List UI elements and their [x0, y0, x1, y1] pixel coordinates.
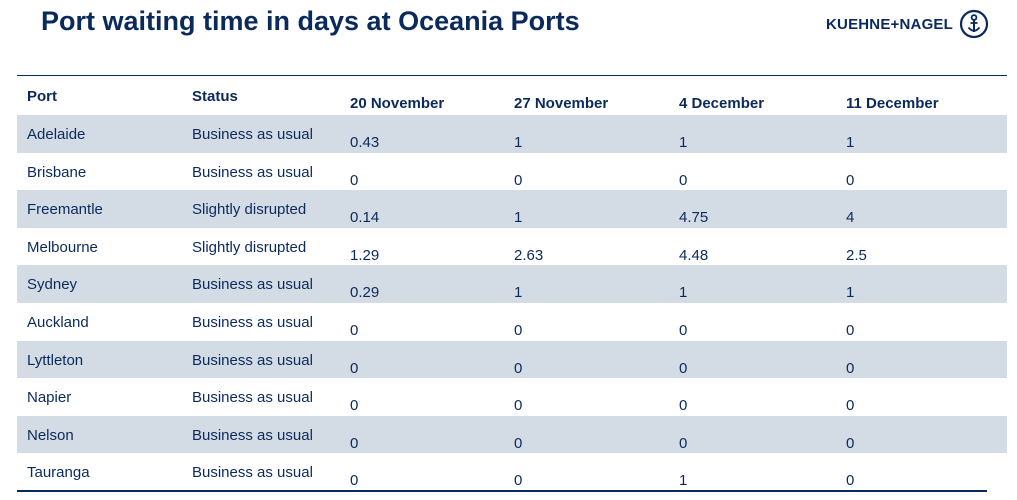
- waiting-days-value: 0: [514, 397, 523, 415]
- waiting-days-value: 0: [679, 359, 688, 377]
- port-status: Business as usual: [192, 163, 313, 181]
- waiting-days-value: 0: [846, 359, 855, 377]
- port-name: Napier: [27, 389, 72, 407]
- page-title: Port waiting time in days at Oceania Por…: [41, 6, 580, 36]
- table-row: Sydney Business as usual 0.29 1 1 1: [17, 265, 1007, 303]
- table-row: Lyttleton Business as usual 0 0 0 0: [17, 340, 1007, 379]
- waiting-days-value: 0: [679, 321, 688, 339]
- column-header-port: Port: [27, 88, 57, 105]
- waiting-days-value: 0: [679, 397, 688, 415]
- port-name: Auckland: [27, 313, 89, 331]
- table-bottom-rule: [17, 490, 987, 492]
- port-status: Slightly disrupted: [192, 238, 307, 256]
- waiting-days-value: 1: [514, 134, 523, 151]
- port-name: Nelson: [27, 426, 74, 444]
- waiting-days-value: 1: [679, 472, 688, 490]
- table-row: Auckland Business as usual 0 0 0 0: [17, 303, 1007, 341]
- waiting-days-value: 0: [514, 321, 523, 339]
- waiting-days-value: 0: [350, 171, 359, 189]
- port-name: Adelaide: [27, 126, 86, 143]
- waiting-days-value: 1: [846, 284, 855, 302]
- waiting-days-value: 0: [679, 434, 688, 452]
- waiting-days-value: 0: [350, 472, 359, 490]
- waiting-days-value: 0: [846, 321, 855, 339]
- port-name: Brisbane: [27, 163, 87, 181]
- waiting-days-value: 1: [514, 284, 523, 302]
- waiting-days-value: 0: [350, 397, 359, 415]
- port-status: Business as usual: [192, 389, 313, 407]
- table-row: Adelaide Business as usual 0.43 1 1 1: [17, 115, 1007, 153]
- port-status: Business as usual: [192, 276, 313, 294]
- port-status: Business as usual: [192, 426, 313, 444]
- waiting-days-value: 0: [514, 171, 523, 189]
- table-row: Melbourne Slightly disrupted 1.29 2.63 4…: [17, 228, 1007, 266]
- table-top-rule: [17, 75, 1007, 76]
- table-row: Tauranga Business as usual 0 0 1 0: [17, 453, 1007, 491]
- waiting-days-value: 0.29: [350, 284, 380, 302]
- table-body: Adelaide Business as usual 0.43 1 1 1 Br…: [17, 115, 1007, 491]
- port-name: Freemantle: [27, 201, 103, 219]
- waiting-days-value: 1: [846, 134, 855, 151]
- waiting-days-value: 4.75: [679, 209, 709, 227]
- waiting-days-value: 1: [679, 134, 688, 151]
- waiting-days-value: 1.29: [350, 246, 380, 264]
- waiting-days-value: 0: [514, 434, 523, 452]
- waiting-days-value: 4.48: [679, 246, 709, 264]
- waiting-days-value: 0: [679, 171, 688, 189]
- column-header-11-december: 11 December: [846, 95, 939, 112]
- waiting-days-value: 0.43: [350, 134, 380, 151]
- waiting-days-value: 0: [514, 359, 523, 377]
- column-header-20-november: 20 November: [350, 95, 445, 112]
- waiting-days-value: 4: [846, 209, 855, 227]
- port-name: Lyttleton: [27, 351, 84, 369]
- table-row: Nelson Business as usual 0 0 0 0: [17, 415, 1007, 454]
- waiting-days-value: 0: [514, 472, 523, 490]
- waiting-days-value: 0: [350, 434, 359, 452]
- column-header-27-november: 27 November: [514, 95, 609, 112]
- waiting-days-value: 1: [514, 209, 523, 227]
- port-name: Melbourne: [27, 238, 98, 256]
- port-name: Sydney: [27, 276, 78, 294]
- port-status: Business as usual: [192, 351, 313, 369]
- waiting-days-value: 0: [846, 434, 855, 452]
- table-header: Port Status 20 November 27 November 4 De…: [17, 76, 1007, 115]
- waiting-days-value: 0.14: [350, 209, 380, 227]
- logo-text: KUEHNE+NAGEL: [826, 15, 953, 33]
- waiting-days-value: 0: [846, 472, 855, 490]
- waiting-days-value: 0: [350, 359, 359, 377]
- port-status: Business as usual: [192, 126, 313, 143]
- waiting-days-value: 0: [350, 321, 359, 339]
- waiting-days-value: 2.63: [514, 246, 544, 264]
- port-status: Slightly disrupted: [192, 201, 307, 219]
- table-row: Brisbane Business as usual 0 0 0 0: [17, 153, 1007, 191]
- column-header-4-december: 4 December: [679, 95, 765, 112]
- table-row: Freemantle Slightly disrupted 0.14 1 4.7…: [17, 190, 1007, 228]
- waiting-days-value: 0: [846, 171, 855, 189]
- port-status: Business as usual: [192, 313, 313, 331]
- waiting-days-value: 0: [846, 397, 855, 415]
- port-status: Business as usual: [192, 464, 313, 482]
- port-name: Tauranga: [27, 464, 90, 482]
- waiting-days-value: 2.5: [846, 246, 867, 264]
- column-header-status: Status: [192, 88, 238, 105]
- anchor-icon: [959, 9, 989, 39]
- company-logo: KUEHNE+NAGEL: [826, 4, 989, 44]
- table-row: Napier Business as usual 0 0 0 0: [17, 378, 1007, 416]
- waiting-days-value: 1: [679, 284, 688, 302]
